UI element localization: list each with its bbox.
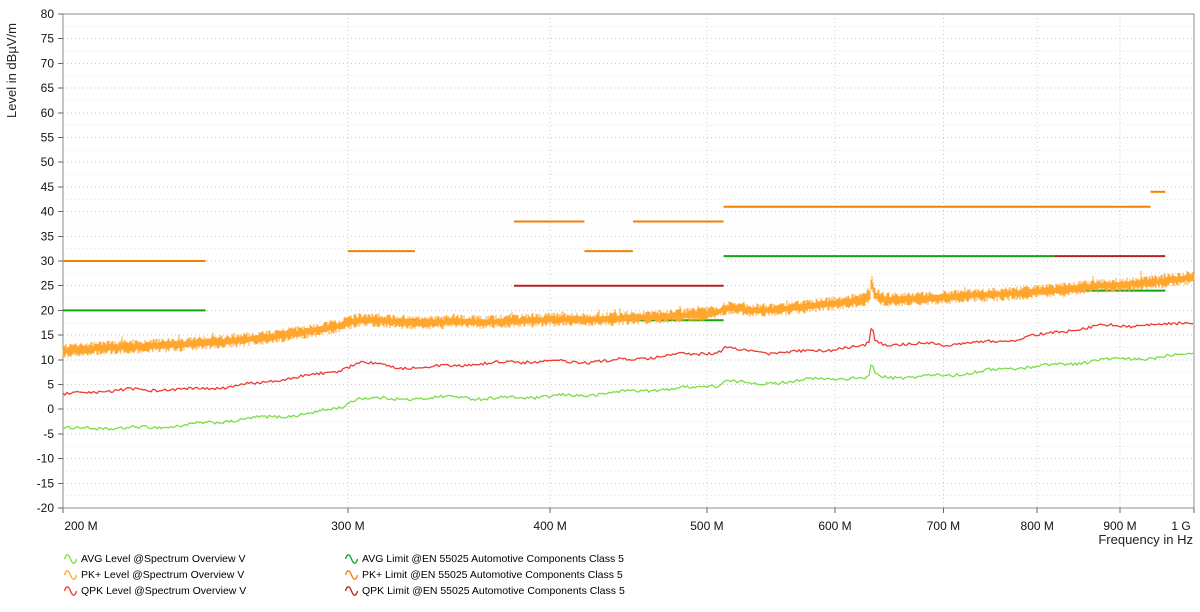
y-tick-label: 60 — [41, 106, 55, 120]
legend-item-label: AVG Limit @EN 55025 Automotive Component… — [362, 553, 625, 565]
x-tick-label: 200 M — [64, 519, 97, 533]
trace-pk-plus — [62, 271, 1195, 358]
sine-wave-icon — [344, 586, 359, 596]
y-tick-label: 55 — [41, 131, 55, 145]
x-tick-label: 600 M — [818, 519, 851, 533]
y-tick-label: 30 — [41, 254, 55, 268]
emission-level-chart: 80757065605550454035302520151050-5-10-15… — [4, 7, 1195, 547]
sine-wave-icon — [63, 554, 78, 564]
x-tick-label: 300 M — [331, 519, 364, 533]
legend-item-label: PK+ Limit @EN 55025 Automotive Component… — [362, 569, 623, 581]
legend-item-label: PK+ Level @Spectrum Overview V — [81, 569, 245, 581]
y-tick-label: 75 — [41, 32, 55, 46]
x-tick-label: 800 M — [1021, 519, 1054, 533]
trace-avg — [62, 352, 1194, 431]
y-tick-label: 45 — [41, 180, 55, 194]
y-tick-label: 10 — [41, 353, 55, 367]
y-tick-label: 35 — [41, 229, 55, 243]
y-tick-label: -15 — [37, 476, 55, 490]
y-tick-label: 70 — [41, 56, 55, 70]
y-tick-label: -5 — [43, 427, 54, 441]
y-tick-label: 15 — [41, 328, 55, 342]
x-tick-label: 500 M — [690, 519, 723, 533]
y-axis-title: Level in dBµV/m — [4, 23, 19, 118]
y-tick-label: 65 — [41, 81, 55, 95]
legend-item-avg-level: AVG Level @Spectrum Overview V — [63, 551, 246, 567]
x-tick-label: 700 M — [927, 519, 960, 533]
sine-wave-icon — [344, 570, 359, 580]
y-tick-label: -20 — [37, 501, 55, 515]
sine-wave-icon — [63, 586, 78, 596]
y-tick-label: 20 — [41, 303, 55, 317]
legend-column-levels: AVG Level @Spectrum Overview V PK+ Level… — [63, 551, 246, 599]
sine-wave-icon — [344, 554, 359, 564]
legend-item-qpk-limit: QPK Limit @EN 55025 Automotive Component… — [344, 583, 625, 599]
legend-item-label: QPK Level @Spectrum Overview V — [81, 585, 247, 597]
x-tick-label: 1 G — [1171, 519, 1190, 533]
legend-item-label: QPK Limit @EN 55025 Automotive Component… — [362, 585, 625, 597]
trace-qpk — [62, 321, 1193, 396]
legend-item-pk-level: PK+ Level @Spectrum Overview V — [63, 567, 246, 583]
y-tick-label: -10 — [37, 452, 55, 466]
y-tick-label: 5 — [47, 378, 54, 392]
legend-item-avg-limit: AVG Limit @EN 55025 Automotive Component… — [344, 551, 625, 567]
y-tick-label: 40 — [41, 205, 55, 219]
legend-item-label: AVG Level @Spectrum Overview V — [81, 553, 246, 565]
legend-item-qpk-level: QPK Level @Spectrum Overview V — [63, 583, 246, 599]
x-tick-label: 900 M — [1103, 519, 1136, 533]
y-tick-label: 80 — [41, 7, 55, 21]
legend-item-pk-limit: PK+ Limit @EN 55025 Automotive Component… — [344, 567, 625, 583]
x-axis-title: Frequency in Hz — [1098, 532, 1193, 547]
y-tick-label: 0 — [47, 402, 54, 416]
legend-column-limits: AVG Limit @EN 55025 Automotive Component… — [344, 551, 625, 599]
sine-wave-icon — [63, 570, 78, 580]
y-tick-label: 50 — [41, 155, 55, 169]
x-tick-label: 400 M — [533, 519, 566, 533]
y-tick-label: 25 — [41, 279, 55, 293]
